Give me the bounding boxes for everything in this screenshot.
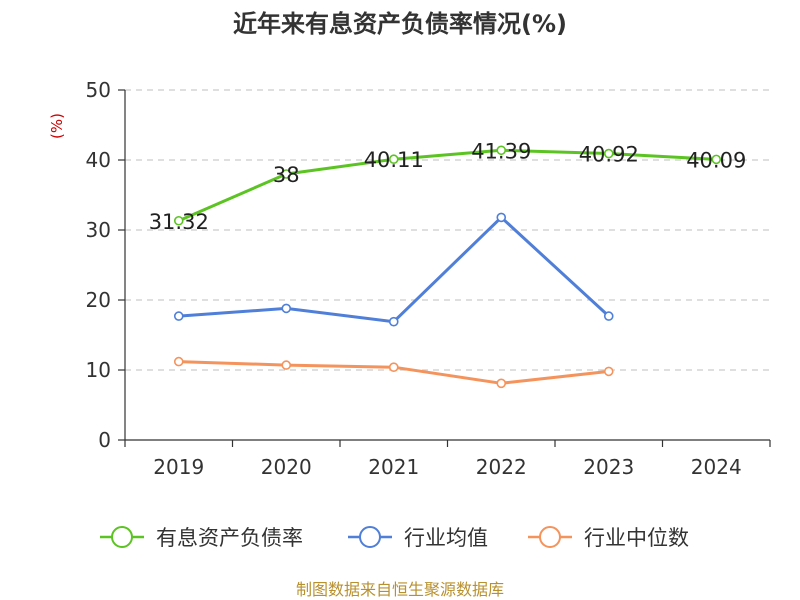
y-tick-label: 40: [86, 148, 111, 172]
y-tick-label: 20: [86, 288, 111, 312]
data-point: [173, 356, 184, 367]
legend-label[interactable]: 有息资产负债率: [156, 526, 303, 550]
x-tick-label: 2023: [583, 455, 634, 479]
data-point: [281, 169, 292, 179]
data-point: [603, 148, 614, 159]
data-point: [496, 145, 507, 156]
data-label: 38: [273, 163, 300, 187]
data-label: 41.39: [471, 139, 531, 163]
series-line-1: [178, 215, 610, 324]
legend-label[interactable]: 行业均值: [404, 526, 488, 550]
x-tick-labels: 2019 2020 2021 2022 2023 2024: [153, 455, 741, 479]
data-point: [496, 212, 507, 223]
data-point: [603, 366, 614, 377]
data-label: 40.11: [364, 148, 424, 172]
y-tick-label: 10: [86, 358, 111, 382]
x-tick-label: 2024: [691, 455, 742, 479]
x-tick-label: 2022: [476, 455, 527, 479]
legend-label[interactable]: 行业中位数: [584, 526, 689, 550]
data-point: [496, 378, 507, 389]
series-line-0: [178, 148, 717, 223]
data-point: [388, 316, 399, 327]
x-tick-label: 2020: [261, 455, 312, 479]
x-tick-label: 2019: [153, 455, 204, 479]
y-axis-label: (%): [48, 113, 66, 139]
source-note: 制图数据来自恒生聚源数据库: [296, 580, 504, 599]
data-point: [388, 362, 399, 373]
series-group: [173, 145, 722, 389]
data-point: [603, 311, 614, 321]
data-label: 40.09: [686, 148, 746, 172]
legend-marker: [539, 526, 561, 548]
legend: 有息资产负债率 行业均值 行业中位数: [100, 526, 689, 550]
data-labels: 31.32 38 40.11 41.39 40.92 40.09: [149, 139, 747, 233]
data-point: [281, 360, 292, 370]
y-tick-labels: 0 10 20 30 40 50: [86, 78, 111, 452]
data-point: [281, 303, 292, 314]
x-tick-label: 2021: [368, 455, 419, 479]
y-tick-label: 30: [86, 218, 111, 242]
chart-title: 近年来有息资产负债率情况(%): [233, 10, 567, 38]
data-point: [388, 154, 399, 165]
axes: [118, 89, 771, 447]
data-label: 40.92: [579, 143, 639, 167]
legend-marker: [111, 526, 133, 548]
legend-marker: [359, 526, 381, 548]
y-tick-label: 0: [98, 428, 111, 452]
data-label: 31.32: [149, 210, 209, 234]
data-point: [173, 311, 184, 321]
data-point: [173, 215, 184, 226]
y-tick-label: 50: [86, 78, 111, 102]
data-point: [711, 154, 722, 165]
grid: [125, 89, 770, 371]
